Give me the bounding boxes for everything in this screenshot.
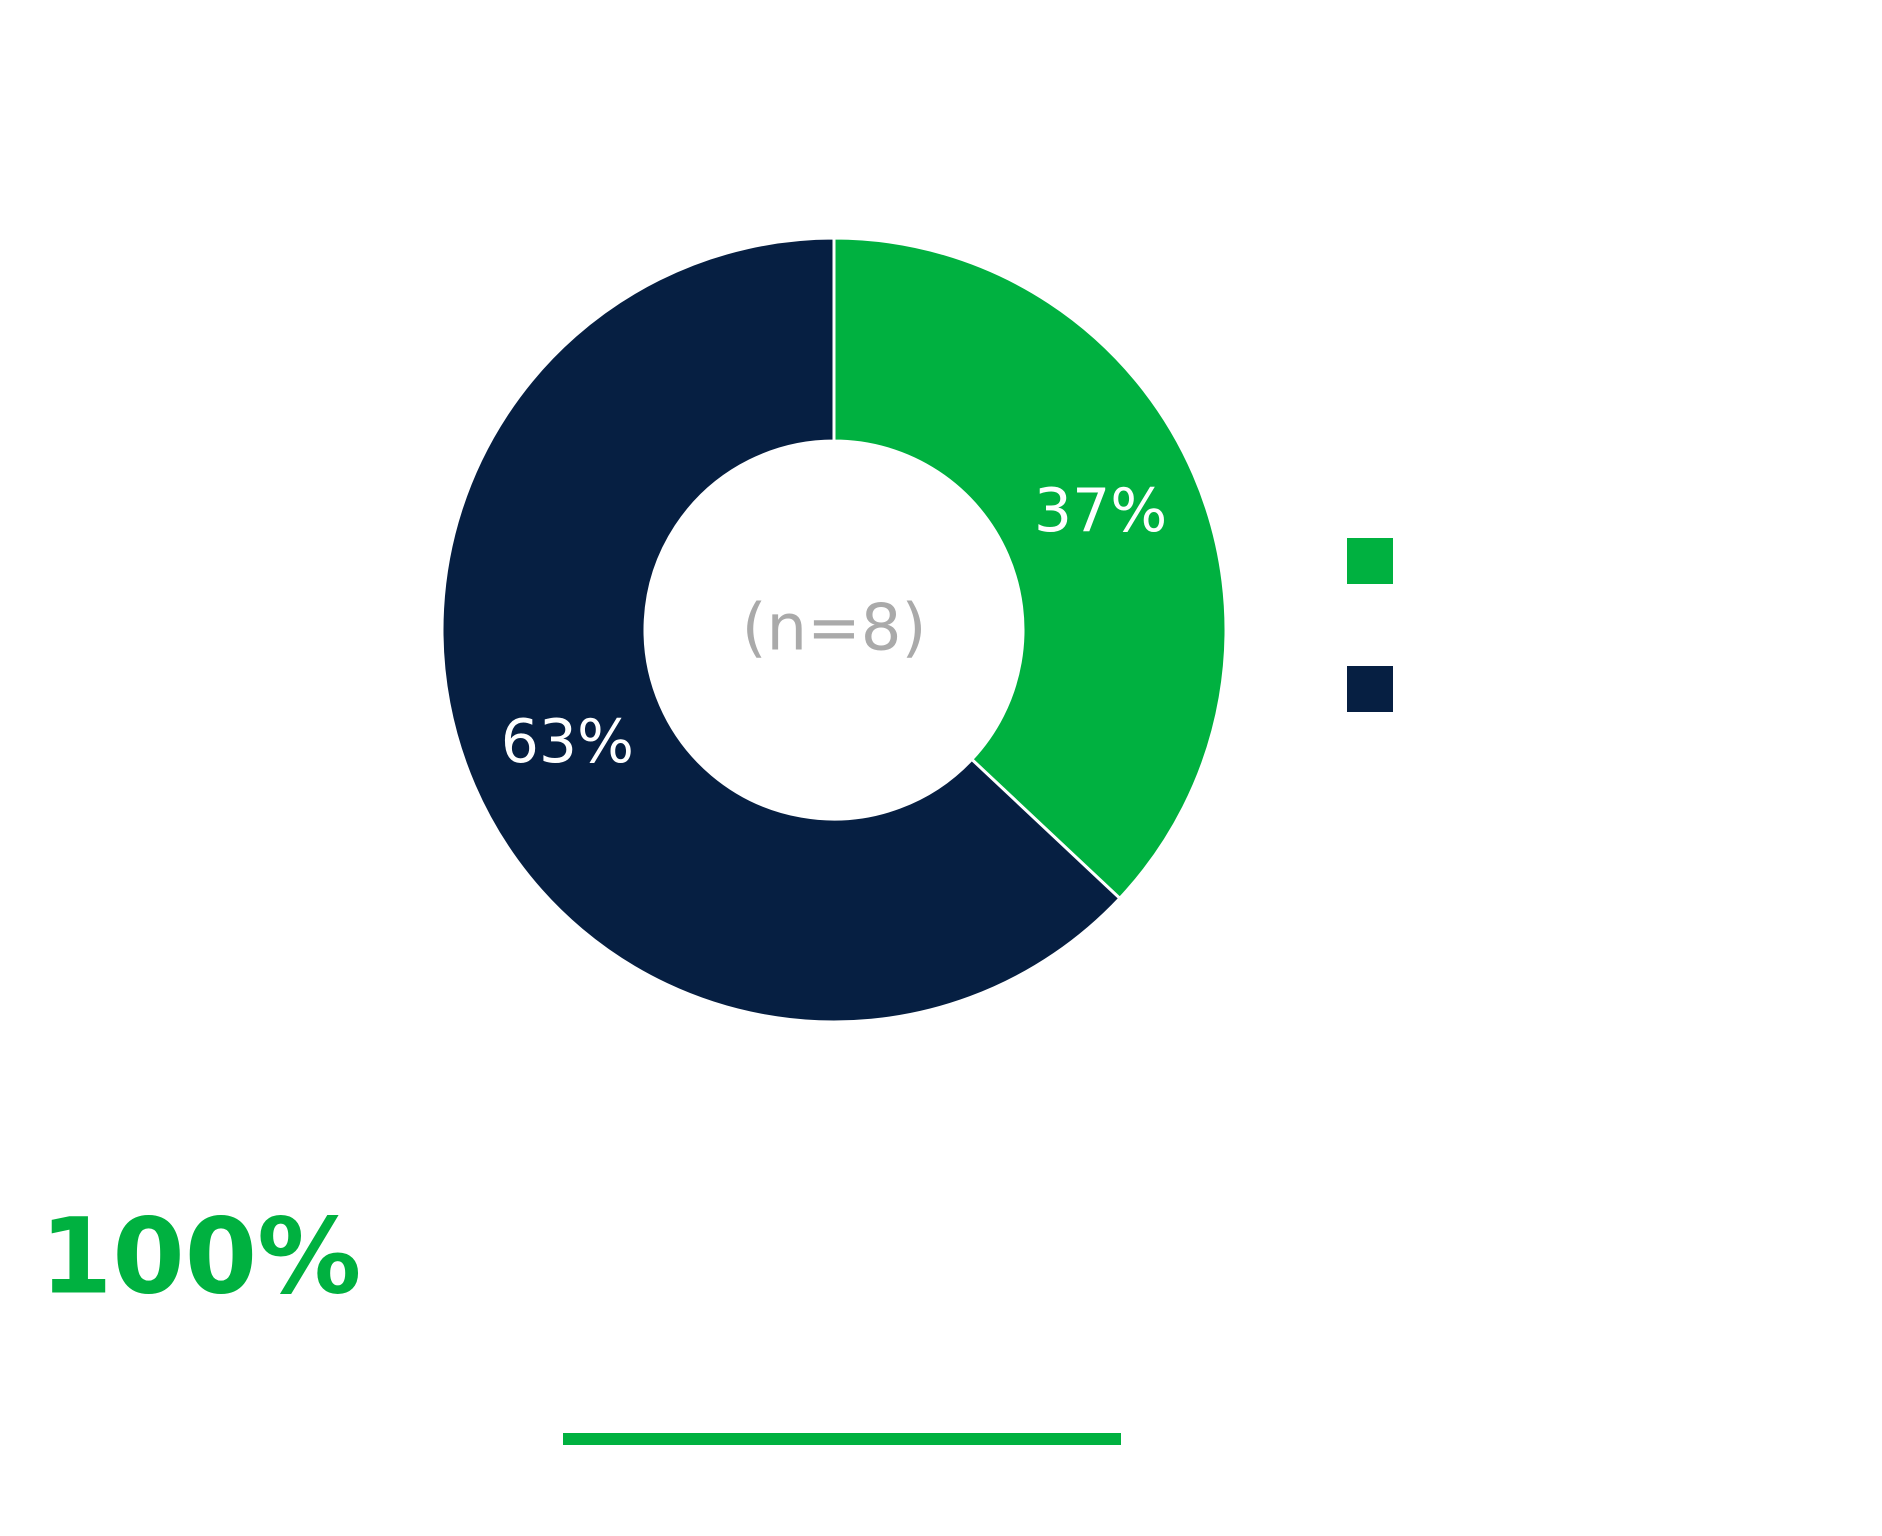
- data-label: 37%: [1034, 476, 1167, 546]
- slice: [440, 236, 1122, 1024]
- slice: [832, 236, 1228, 901]
- legend-swatch: [1347, 538, 1393, 584]
- center-text: (n=8): [742, 592, 927, 666]
- annotation: 100%: [40, 1195, 361, 1317]
- divider: [563, 1433, 1121, 1445]
- legend-swatch: [1347, 666, 1393, 712]
- data-label: 63%: [501, 707, 634, 777]
